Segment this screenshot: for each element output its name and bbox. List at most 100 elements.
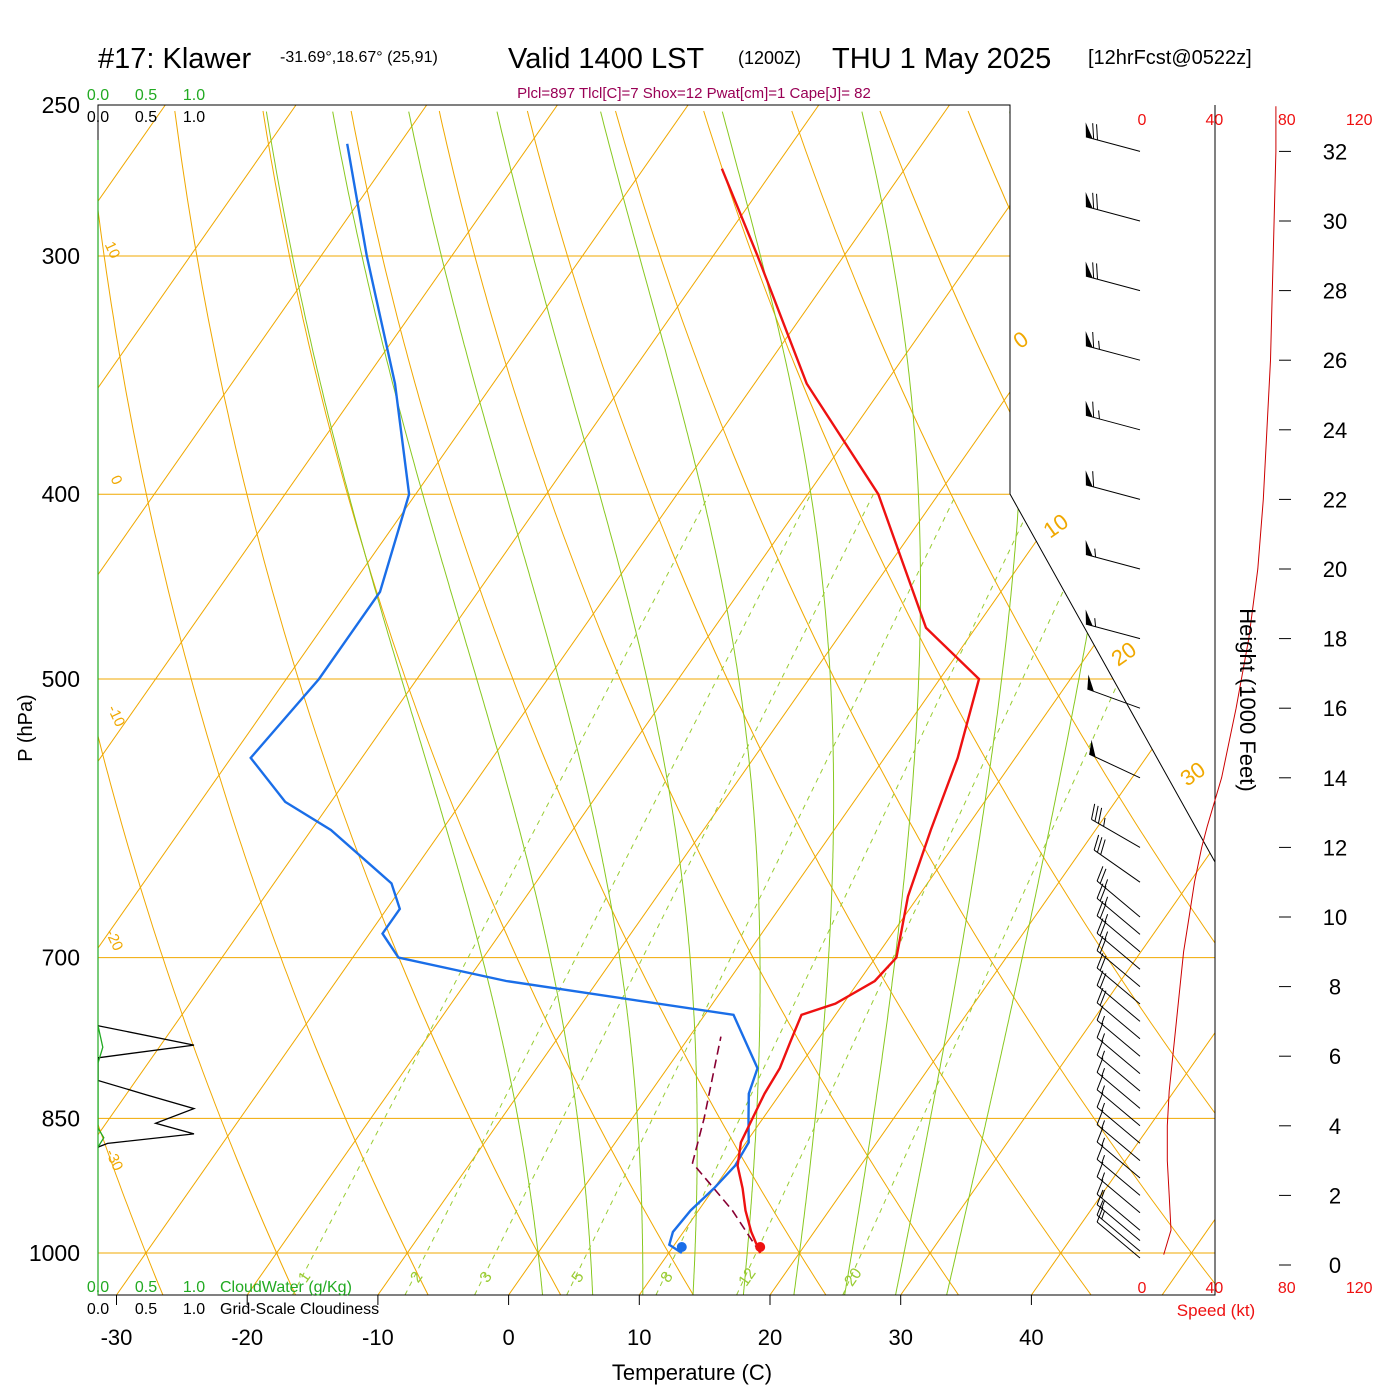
isotherm-label: 0 bbox=[1009, 326, 1033, 354]
cloudwater-tick-top: 0.5 bbox=[135, 87, 157, 104]
dry-adiabat-line bbox=[262, 110, 694, 1295]
height-tick-label: 0 bbox=[1329, 1253, 1341, 1278]
cloudwater-tick-bottom: 0.0 bbox=[87, 1279, 109, 1296]
wind-speed-line bbox=[1163, 106, 1277, 1255]
wind-barb bbox=[1096, 1127, 1141, 1179]
wind-speed-tick-top: 0 bbox=[1138, 112, 1147, 129]
wind-barb bbox=[1096, 1200, 1141, 1252]
mixing-ratio-label: 2 bbox=[407, 1269, 426, 1286]
mixing-ratio-label: 12 bbox=[736, 1265, 760, 1289]
wind-barb bbox=[1096, 1057, 1141, 1109]
cloudwater-tick-bottom: 1.0 bbox=[183, 1279, 205, 1296]
stability-indices: Plcl=897 Tlcl[C]=7 Shox=12 Pwat[cm]=1 Ca… bbox=[517, 85, 871, 102]
isotherm-line bbox=[638, 105, 1215, 1295]
isotherm-line bbox=[98, 105, 558, 1295]
cloudiness-tick-bottom: 0.0 bbox=[87, 1301, 109, 1318]
wind-barb bbox=[1096, 1092, 1141, 1144]
parcel-line bbox=[691, 1036, 761, 1254]
pressure-tick-label: 850 bbox=[42, 1105, 80, 1131]
moist-adiabat-line bbox=[721, 111, 835, 1295]
cloudiness-label: Grid-Scale Cloudiness bbox=[220, 1301, 379, 1318]
wind-barb bbox=[1096, 1161, 1141, 1214]
title-zulu: (1200Z) bbox=[738, 48, 801, 68]
mixing-ratio-line bbox=[566, 493, 957, 1295]
isotherm-line bbox=[377, 105, 1212, 1295]
wind-barb bbox=[1096, 1189, 1141, 1242]
wind-barb bbox=[1096, 1207, 1141, 1259]
height-tick-label: 2 bbox=[1329, 1183, 1341, 1208]
pressure-tick-label: 1000 bbox=[29, 1240, 80, 1266]
height-tick-label: 26 bbox=[1323, 348, 1347, 373]
title-coords: -31.69°,18.67° (25,91) bbox=[280, 49, 438, 66]
isotherm-line bbox=[1161, 105, 1215, 1295]
isotherm-line bbox=[98, 105, 297, 1295]
surface-dewpoint-marker bbox=[676, 1242, 687, 1252]
pressure-tick-label: 500 bbox=[42, 666, 80, 692]
cloudiness-tick-top: 1.0 bbox=[183, 109, 205, 126]
moist-adiabat-line bbox=[600, 111, 761, 1295]
mixing-ratio-label: 20 bbox=[842, 1265, 866, 1289]
isotherm-line bbox=[98, 105, 428, 1295]
pressure-tick-label: 250 bbox=[42, 92, 80, 118]
wind-barb bbox=[1096, 1109, 1141, 1161]
dry-adiabat-line bbox=[526, 110, 1092, 1295]
wind-barb bbox=[1085, 609, 1141, 640]
dewpoint-line bbox=[249, 143, 759, 1254]
temperature-tick-label: 30 bbox=[888, 1325, 912, 1350]
wind-barb bbox=[1096, 900, 1141, 953]
mixing-ratio-label: 5 bbox=[569, 1269, 588, 1286]
isotherm-label: 10 bbox=[101, 239, 123, 261]
dry-adiabat-line bbox=[438, 110, 959, 1295]
isotherm-label: 0 bbox=[107, 473, 126, 488]
wind-barb bbox=[1096, 1074, 1141, 1127]
dry-adiabat-line bbox=[98, 110, 296, 1295]
isotherm-line bbox=[769, 105, 1215, 1295]
wind-speed-tick-bottom: 0 bbox=[1138, 1280, 1147, 1297]
dry-adiabat-line bbox=[350, 110, 827, 1295]
height-tick-label: 22 bbox=[1323, 487, 1347, 512]
temperature-line bbox=[720, 168, 981, 1254]
isotherm-line bbox=[900, 105, 1215, 1295]
moist-adiabat-line bbox=[496, 111, 698, 1295]
height-tick-label: 30 bbox=[1323, 209, 1347, 234]
title-date: THU 1 May 2025 bbox=[832, 43, 1051, 75]
wind-barb bbox=[1096, 935, 1141, 987]
wind-speed-tick-bottom: 40 bbox=[1206, 1280, 1224, 1297]
wind-barb bbox=[1087, 674, 1141, 709]
dry-adiabat-line bbox=[1055, 110, 1215, 1295]
isotherm-label: -30 bbox=[102, 1147, 127, 1174]
mixing-ratio-line bbox=[655, 493, 1037, 1295]
cloudwater-tick-bottom: 0.5 bbox=[135, 1279, 157, 1296]
wind-barb bbox=[1091, 803, 1141, 848]
cloudiness-tick-bottom: 1.0 bbox=[183, 1301, 205, 1318]
height-tick-label: 20 bbox=[1323, 557, 1347, 582]
wind-barb bbox=[1096, 987, 1141, 1040]
wind-barb bbox=[1096, 918, 1141, 970]
wind-speed-tick-top: 120 bbox=[1346, 112, 1373, 129]
pressure-tick-label: 400 bbox=[42, 481, 80, 507]
wind-speed-tick-top: 80 bbox=[1278, 112, 1296, 129]
height-tick-label: 24 bbox=[1323, 418, 1347, 443]
mixing-ratio-line bbox=[404, 493, 812, 1295]
pressure-tick-label: 300 bbox=[42, 243, 80, 269]
temperature-tick-label: -20 bbox=[231, 1325, 263, 1350]
wind-speed-tick-bottom: 120 bbox=[1346, 1280, 1373, 1297]
dry-adiabat-line bbox=[703, 110, 1215, 1295]
wind-speed-tick-bottom: 80 bbox=[1278, 1280, 1296, 1297]
moist-adiabat-line bbox=[843, 111, 921, 1295]
height-axis-title: Height (1000 Feet) bbox=[1235, 608, 1260, 791]
height-tick-label: 4 bbox=[1329, 1114, 1341, 1139]
cloudwater-tick-top: 1.0 bbox=[183, 87, 205, 104]
mixing-ratio-line bbox=[474, 493, 874, 1295]
mixing-ratio-label: 8 bbox=[658, 1269, 677, 1286]
surface-temperature-marker bbox=[755, 1242, 766, 1252]
wind-barb bbox=[1096, 866, 1141, 918]
mixing-ratio-line bbox=[842, 493, 1204, 1295]
wind-barb bbox=[1085, 261, 1141, 292]
height-tick-label: 18 bbox=[1323, 627, 1347, 652]
wind-speed-tick-top: 40 bbox=[1206, 112, 1224, 129]
wind-barb bbox=[1096, 883, 1141, 935]
wind-barb bbox=[1096, 1005, 1141, 1057]
wind-barb bbox=[1085, 400, 1141, 431]
